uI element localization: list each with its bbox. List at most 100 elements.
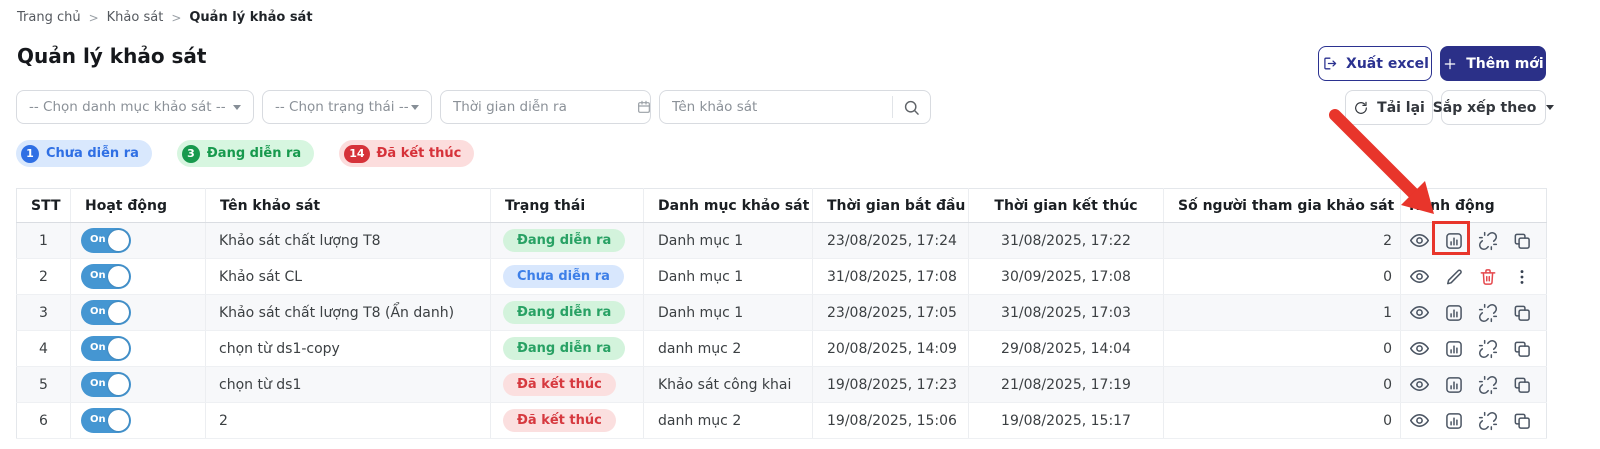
export-icon <box>1321 55 1338 72</box>
table-row: 4 On chọn từ ds1-copy Đang diễn ra danh … <box>16 330 1547 367</box>
badge-active[interactable]: 3 Đang diễn ra <box>176 140 315 167</box>
page-title: Quản lý khảo sát <box>17 44 207 68</box>
active-toggle[interactable]: On <box>81 300 131 325</box>
copy-icon[interactable] <box>1512 374 1532 396</box>
stats-icon[interactable] <box>1444 338 1464 360</box>
toggle-knob <box>108 374 129 395</box>
copy-icon[interactable] <box>1512 230 1532 252</box>
row-start-time: 23/08/2025, 17:05 <box>812 294 969 331</box>
sort-by-button[interactable]: Sắp xếp theo <box>1433 90 1555 125</box>
row-end-time: 31/08/2025, 17:03 <box>968 294 1164 331</box>
active-toggle[interactable]: On <box>81 336 131 361</box>
view-icon[interactable] <box>1409 266 1430 288</box>
row-actions-cell <box>1400 366 1547 403</box>
chevron-down-icon <box>1546 105 1555 110</box>
unlink-icon[interactable] <box>1478 374 1498 396</box>
badge-upcoming[interactable]: 1 Chưa diễn ra <box>16 140 152 167</box>
unlink-icon[interactable] <box>1478 338 1498 360</box>
row-category: danh mục 2 <box>643 402 813 439</box>
status-badge: Đang diễn ra <box>503 301 626 324</box>
badge-ended[interactable]: 14 Đã kết thúc <box>339 140 475 167</box>
row-actions-cell <box>1400 330 1547 367</box>
plus-icon <box>1442 56 1458 72</box>
date-range-field[interactable] <box>441 91 636 123</box>
badge-active-label: Đang diễn ra <box>206 146 302 161</box>
search-field[interactable] <box>660 91 892 123</box>
row-category: Danh mục 1 <box>643 222 813 259</box>
row-participant-count: 2 <box>1163 222 1401 259</box>
view-icon[interactable] <box>1409 410 1430 432</box>
category-filter-select[interactable]: -- Chọn danh mục khảo sát -- <box>16 90 254 124</box>
row-status-cell: Đang diễn ra <box>490 222 644 259</box>
survey-table: STT Hoạt động Tên khảo sát Trạng thái Da… <box>16 188 1547 439</box>
toggle-knob <box>108 338 129 359</box>
view-icon[interactable] <box>1409 338 1430 360</box>
add-new-button[interactable]: Thêm mới <box>1440 46 1546 81</box>
col-stt: STT <box>16 188 71 223</box>
add-new-label: Thêm mới <box>1466 55 1544 72</box>
status-filter-select[interactable]: -- Chọn trạng thái -- <box>262 90 432 124</box>
active-toggle[interactable]: On <box>81 408 131 433</box>
status-badge: Đã kết thúc <box>503 373 616 396</box>
row-participant-count: 0 <box>1163 402 1401 439</box>
row-category: Danh mục 1 <box>643 294 813 331</box>
reload-button[interactable]: Tải lại <box>1345 90 1433 125</box>
stats-icon[interactable] <box>1444 410 1464 432</box>
breadcrumb-separator: > <box>171 10 182 25</box>
stats-icon[interactable] <box>1444 230 1464 252</box>
copy-icon[interactable] <box>1512 410 1532 432</box>
row-start-time: 31/08/2025, 17:08 <box>812 258 969 295</box>
delete-icon[interactable] <box>1478 266 1498 288</box>
date-range-input[interactable] <box>440 90 651 124</box>
category-filter-value: -- Chọn danh mục khảo sát -- <box>29 99 226 115</box>
col-category: Danh mục khảo sát <box>643 188 813 223</box>
active-toggle[interactable]: On <box>81 264 131 289</box>
view-icon[interactable] <box>1409 230 1430 252</box>
unlink-icon[interactable] <box>1478 302 1498 324</box>
view-icon[interactable] <box>1409 374 1430 396</box>
toggle-on-label: On <box>90 306 106 317</box>
row-actions-cell <box>1400 222 1547 259</box>
status-badge: Chưa diễn ra <box>503 265 624 288</box>
divider <box>892 96 893 118</box>
toggle-on-label: On <box>90 234 106 245</box>
badge-upcoming-count: 1 <box>21 144 39 163</box>
row-start-time: 23/08/2025, 17:24 <box>812 222 969 259</box>
row-actions-cell <box>1400 258 1547 295</box>
stats-icon[interactable] <box>1444 374 1464 396</box>
row-survey-name: chọn từ ds1 <box>205 366 491 403</box>
view-icon[interactable] <box>1409 302 1430 324</box>
row-category: danh mục 2 <box>643 330 813 367</box>
export-excel-button[interactable]: Xuất excel <box>1318 46 1432 81</box>
breadcrumb-survey[interactable]: Khảo sát <box>106 10 164 25</box>
refresh-icon <box>1353 100 1369 116</box>
search-icon[interactable] <box>902 98 921 117</box>
unlink-icon[interactable] <box>1478 410 1498 432</box>
breadcrumb-home[interactable]: Trang chủ <box>17 10 81 25</box>
active-toggle[interactable]: On <box>81 372 131 397</box>
toggle-knob <box>108 302 129 323</box>
col-end: Thời gian kết thúc <box>968 188 1164 223</box>
edit-icon[interactable] <box>1444 266 1464 288</box>
copy-icon[interactable] <box>1512 302 1532 324</box>
col-name: Tên khảo sát <box>205 188 491 223</box>
toggle-on-label: On <box>90 414 106 425</box>
unlink-icon[interactable] <box>1478 230 1498 252</box>
row-stt: 3 <box>16 294 71 331</box>
toggle-on-label: On <box>90 270 106 281</box>
toggle-on-label: On <box>90 378 106 389</box>
table-row: 2 On Khảo sát CL Chưa diễn ra Danh mục 1… <box>16 258 1547 295</box>
badge-upcoming-label: Chưa diễn ra <box>46 146 139 161</box>
search-input[interactable] <box>659 90 931 124</box>
row-status-cell: Chưa diễn ra <box>490 258 644 295</box>
reload-label: Tải lại <box>1377 99 1425 116</box>
copy-icon[interactable] <box>1512 338 1532 360</box>
row-active-cell: On <box>70 402 206 439</box>
toggle-on-label: On <box>90 342 106 353</box>
row-participant-count: 0 <box>1163 330 1401 367</box>
chevron-down-icon <box>411 104 419 110</box>
active-toggle[interactable]: On <box>81 228 131 253</box>
stats-icon[interactable] <box>1444 302 1464 324</box>
row-status-cell: Đang diễn ra <box>490 330 644 367</box>
more-options-icon[interactable] <box>1512 266 1532 288</box>
